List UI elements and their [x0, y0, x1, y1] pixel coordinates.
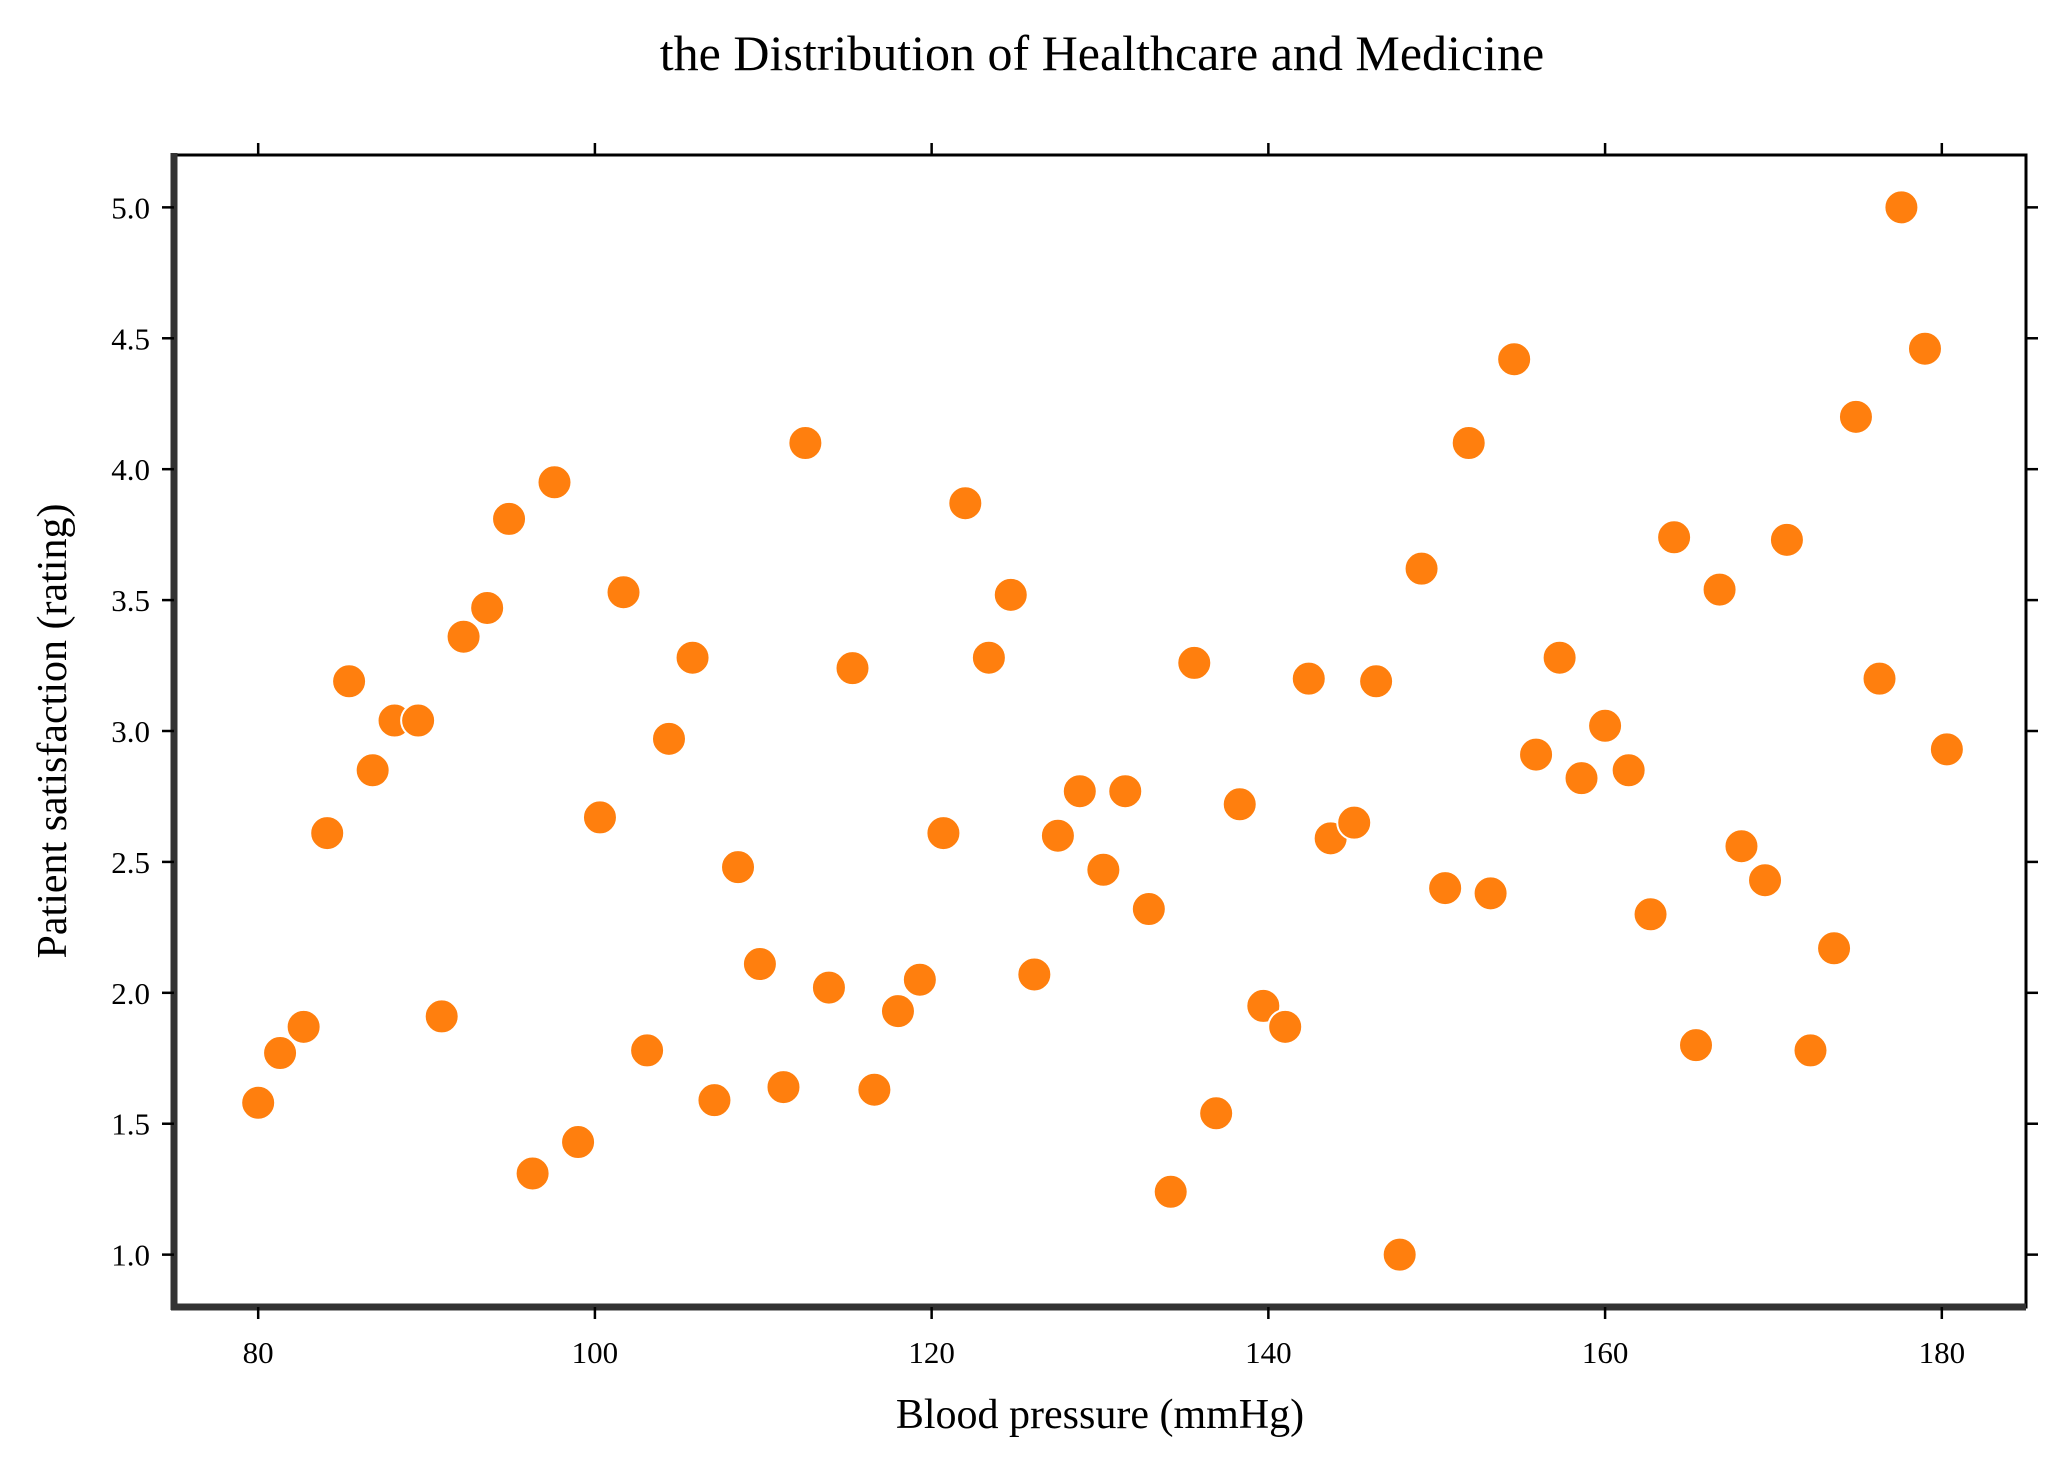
- plot-frame: [172, 153, 2028, 1309]
- data-point: [1883, 189, 1920, 226]
- data-point: [1290, 660, 1327, 697]
- y-tick-label: 2.5: [111, 845, 150, 880]
- data-point: [1085, 851, 1122, 888]
- points-layer: [240, 189, 1965, 1273]
- data-point: [1039, 817, 1076, 854]
- data-point: [1678, 1027, 1715, 1064]
- data-point: [696, 1082, 733, 1119]
- y-tick-label: 2.0: [111, 976, 150, 1011]
- data-point: [1747, 862, 1784, 899]
- data-point: [1837, 398, 1874, 435]
- data-point: [1381, 1236, 1418, 1273]
- data-point: [262, 1035, 299, 1072]
- data-point: [581, 799, 618, 836]
- data-point: [856, 1071, 893, 1108]
- data-point: [674, 639, 711, 676]
- data-point: [1632, 896, 1669, 933]
- data-point: [741, 946, 778, 983]
- data-point: [1198, 1095, 1235, 1132]
- data-point: [1928, 731, 1965, 768]
- data-point: [1563, 760, 1600, 797]
- data-point: [925, 815, 962, 852]
- data-point: [285, 1008, 322, 1045]
- data-point: [1496, 341, 1533, 378]
- ticks-layer: 80 100 120 140 160 180 1.0 1.5 2.0 2.5 3.0 3.5 4.0 4.…: [111, 143, 2038, 1370]
- data-point: [514, 1155, 551, 1192]
- data-point: [423, 998, 460, 1035]
- data-point: [1427, 870, 1464, 907]
- data-point: [1267, 1008, 1304, 1045]
- y-tick-label: 3.0: [111, 714, 150, 749]
- data-point: [901, 961, 938, 998]
- plot-area: [170, 153, 2028, 1311]
- data-point: [765, 1069, 802, 1106]
- y-tick-label: 1.0: [111, 1238, 150, 1273]
- data-point: [1016, 956, 1053, 993]
- data-point: [947, 485, 984, 522]
- data-point: [1723, 828, 1760, 865]
- data-point: [331, 663, 368, 700]
- data-point: [469, 589, 506, 626]
- chart-title: the Distribution of Healthcare and Medic…: [660, 25, 1544, 81]
- data-point: [400, 702, 437, 739]
- data-point: [1792, 1032, 1829, 1069]
- data-point: [1358, 663, 1395, 700]
- data-point: [629, 1032, 666, 1069]
- data-point: [1176, 644, 1213, 681]
- data-point: [970, 639, 1007, 676]
- x-tick-label: 140: [1245, 1335, 1292, 1370]
- data-point: [879, 993, 916, 1030]
- data-point: [560, 1124, 597, 1161]
- data-point: [1816, 930, 1853, 967]
- data-point: [1906, 330, 1943, 367]
- x-tick-label: 100: [572, 1335, 619, 1370]
- data-point: [536, 464, 573, 501]
- data-point: [834, 650, 871, 687]
- data-point: [720, 849, 757, 886]
- data-point: [1152, 1173, 1189, 1210]
- data-point: [605, 574, 642, 611]
- data-point: [1107, 773, 1144, 810]
- data-point: [1518, 736, 1555, 773]
- data-point: [810, 969, 847, 1006]
- data-point: [1861, 660, 1898, 697]
- data-point: [1541, 639, 1578, 676]
- data-point: [1656, 519, 1693, 556]
- data-point: [1061, 773, 1098, 810]
- data-point: [1336, 804, 1373, 841]
- y-tick-label: 4.5: [111, 321, 150, 356]
- data-point: [1610, 752, 1647, 789]
- data-point: [1701, 571, 1738, 608]
- data-point: [1130, 891, 1167, 928]
- data-point: [354, 752, 391, 789]
- x-tick-label: 120: [908, 1335, 955, 1370]
- data-point: [1587, 707, 1624, 744]
- x-tick-label: 180: [1919, 1335, 1966, 1370]
- data-point: [650, 720, 687, 757]
- data-point: [1221, 786, 1258, 823]
- y-tick-label: 4.0: [111, 452, 150, 487]
- y-tick-label: 5.0: [111, 190, 150, 225]
- data-point: [1472, 875, 1509, 912]
- x-tick-label: 160: [1582, 1335, 1629, 1370]
- x-tick-label: 80: [243, 1335, 274, 1370]
- y-tick-label: 1.5: [111, 1107, 150, 1142]
- data-point: [240, 1084, 277, 1121]
- data-point: [992, 576, 1029, 613]
- data-point: [445, 618, 482, 655]
- y-axis-label: Patient satisfaction (rating): [30, 504, 76, 959]
- data-point: [491, 500, 528, 537]
- data-point: [1245, 987, 1282, 1024]
- data-point: [1450, 425, 1487, 461]
- y-tick-label: 3.5: [111, 583, 150, 618]
- data-point: [1768, 521, 1805, 558]
- x-axis-label: Blood pressure (mmHg): [896, 1392, 1304, 1438]
- data-point: [309, 815, 346, 852]
- data-point: [1403, 550, 1440, 587]
- data-point: [787, 425, 824, 461]
